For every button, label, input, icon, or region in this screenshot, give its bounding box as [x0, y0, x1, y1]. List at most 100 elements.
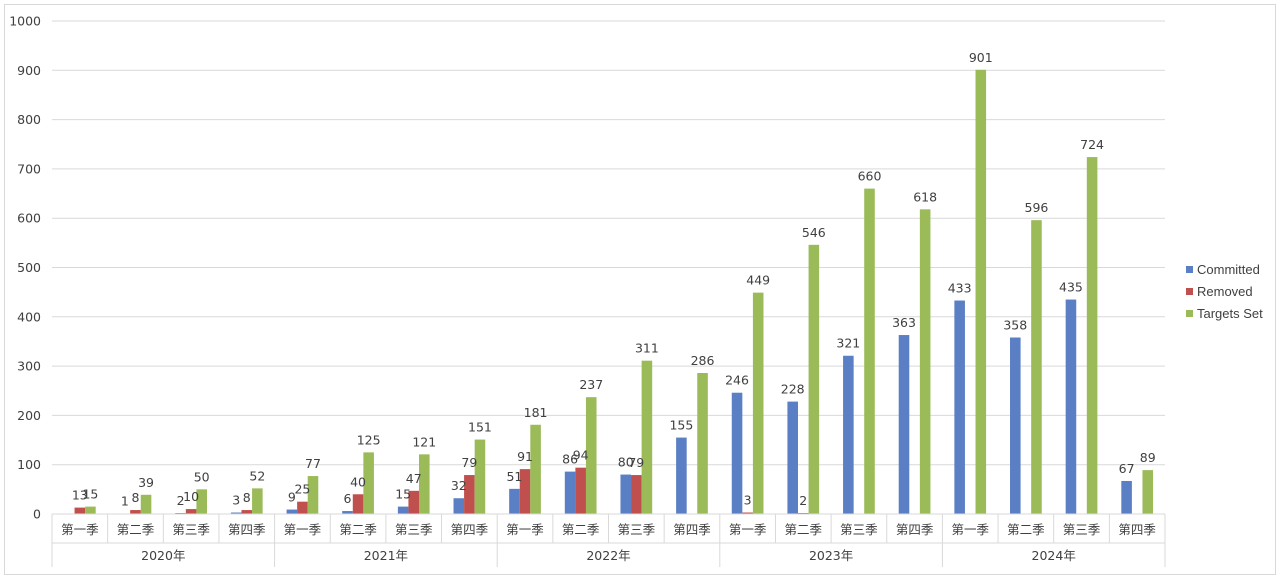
x-tick-label: 第三季	[618, 522, 656, 537]
bar-targets-set	[585, 397, 597, 514]
bar-targets-set	[975, 69, 987, 514]
bar-removed	[575, 467, 586, 514]
data-label-committed: 321	[836, 336, 860, 351]
bar-committed	[1065, 299, 1077, 514]
data-label-targets-set: 660	[858, 169, 882, 184]
data-label-targets-set: 286	[691, 353, 715, 368]
data-label-targets-set: 618	[913, 189, 937, 204]
bar-committed	[898, 335, 910, 514]
bar-targets-set	[1142, 470, 1154, 514]
data-label-committed: 2	[177, 493, 185, 508]
legend-label-removed: Removed	[1197, 283, 1253, 299]
data-label-committed: 86	[562, 452, 578, 467]
x-tick-label: 第二季	[117, 522, 155, 537]
bar-targets-set	[808, 244, 820, 514]
bar-committed	[954, 300, 965, 514]
bar-committed	[509, 488, 520, 514]
x-tick-label: 第一季	[506, 522, 544, 537]
y-tick-label: 900	[17, 63, 41, 78]
bar-targets-set	[752, 292, 764, 514]
data-label-committed: 435	[1059, 280, 1083, 295]
data-label-committed: 51	[506, 469, 522, 484]
bar-committed	[731, 392, 743, 514]
data-label-committed: 246	[725, 373, 749, 388]
data-label-targets-set: 237	[579, 377, 603, 392]
data-label-committed: 15	[395, 487, 411, 502]
y-tick-label: 800	[17, 112, 41, 127]
data-label-removed: 3	[744, 493, 752, 508]
y-tick-label: 0	[33, 507, 41, 522]
data-label-targets-set: 52	[249, 468, 265, 483]
data-label-targets-set: 39	[138, 475, 154, 490]
bar-targets-set	[196, 489, 207, 514]
data-label-removed: 25	[294, 482, 310, 497]
bar-removed	[297, 501, 308, 514]
data-label-removed: 8	[243, 490, 251, 505]
x-tick-label: 第四季	[896, 522, 934, 537]
x-tick-label: 第三季	[395, 522, 433, 537]
legend: Committed Removed Targets Set	[1186, 258, 1263, 324]
bar-targets-set	[697, 373, 708, 514]
legend-item-removed: Removed	[1186, 280, 1263, 302]
x-tick-label: 第二季	[562, 522, 600, 537]
data-label-committed: 67	[1119, 461, 1135, 476]
data-label-targets-set: 77	[305, 456, 321, 471]
x-tick-label: 第二季	[1007, 522, 1045, 537]
bar-removed	[408, 490, 420, 514]
bar-targets-set	[363, 452, 374, 514]
bar-removed	[74, 507, 86, 514]
x-tick-label: 第二季	[785, 522, 823, 537]
bar-targets-set	[140, 494, 152, 514]
bar-targets-set	[864, 188, 875, 514]
bars	[74, 69, 1154, 515]
data-label-targets-set: 89	[1140, 450, 1156, 465]
data-label-removed: 47	[406, 471, 422, 486]
bar-targets-set	[641, 360, 653, 514]
data-label-removed: 91	[517, 449, 533, 464]
data-label-removed: 79	[628, 455, 644, 470]
bar-targets-set	[1031, 220, 1042, 514]
data-label-committed: 9	[288, 490, 296, 505]
data-label-removed: 40	[350, 474, 366, 489]
data-label-committed: 228	[781, 382, 805, 397]
data-label-committed: 433	[948, 281, 972, 296]
data-label-targets-set: 546	[802, 225, 826, 240]
y-tick-label: 500	[17, 260, 41, 275]
y-tick-label: 600	[17, 211, 41, 226]
data-label-targets-set: 181	[524, 405, 548, 420]
x-tick-label: 第一季	[729, 522, 767, 537]
x-tick-label: 第三季	[1063, 522, 1101, 537]
y-tick-label: 1000	[9, 14, 41, 29]
y-tick-label: 400	[17, 309, 41, 324]
legend-swatch-removed	[1186, 287, 1193, 295]
legend-swatch-targets-set	[1186, 309, 1193, 317]
x-tick-label: 第一季	[284, 522, 322, 537]
bar-removed	[130, 510, 141, 514]
group-label: 2021年	[364, 548, 408, 563]
legend-item-committed: Committed	[1186, 258, 1263, 280]
x-tick-label: 第四季	[451, 522, 489, 537]
bar-targets-set	[919, 209, 931, 515]
group-label: 2020年	[141, 548, 185, 563]
bar-targets-set	[419, 454, 430, 514]
data-label-targets-set: 449	[746, 273, 770, 288]
bar-committed	[843, 355, 854, 514]
bar-committed	[564, 471, 576, 514]
bar-committed	[342, 511, 353, 514]
bar-removed	[352, 494, 364, 514]
bar-committed	[397, 506, 409, 514]
y-tick-label: 300	[17, 359, 41, 374]
data-label-committed: 6	[344, 491, 352, 506]
data-label-committed: 363	[892, 315, 916, 330]
data-label-targets-set: 151	[468, 420, 492, 435]
data-label-targets-set: 596	[1025, 200, 1049, 215]
y-tick-label: 700	[17, 161, 41, 176]
bar-targets-set	[530, 424, 541, 514]
x-tick-label: 第四季	[673, 522, 711, 537]
legend-swatch-committed	[1186, 265, 1193, 273]
data-label-targets-set: 724	[1080, 137, 1104, 152]
x-tick-label: 第一季	[951, 522, 989, 537]
y-tick-label: 100	[17, 457, 41, 472]
bar-committed	[286, 509, 298, 514]
data-label-committed: 358	[1003, 318, 1027, 333]
